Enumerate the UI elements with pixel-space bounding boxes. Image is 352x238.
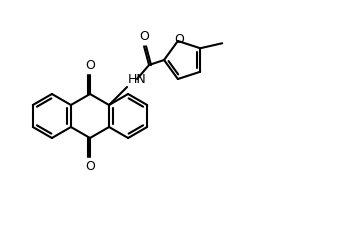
Text: O: O xyxy=(139,30,149,43)
Text: O: O xyxy=(85,160,95,173)
Text: O: O xyxy=(85,59,95,72)
Text: O: O xyxy=(174,34,184,46)
Text: HN: HN xyxy=(128,73,147,86)
